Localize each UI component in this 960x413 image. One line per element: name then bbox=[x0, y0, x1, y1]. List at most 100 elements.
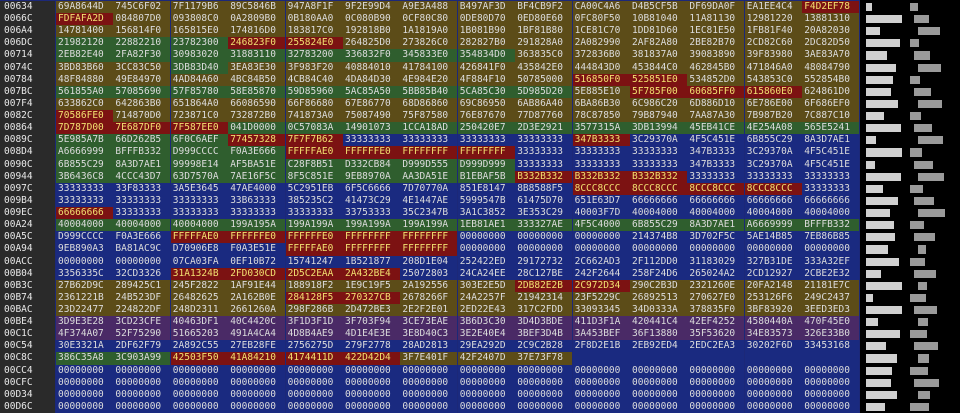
hex-word: 2BE82B70 bbox=[687, 37, 745, 50]
hex-word: FFFFFFFF bbox=[400, 243, 458, 256]
hex-word: 435842E0 bbox=[515, 61, 573, 74]
hex-word: 6F5C6666 bbox=[343, 182, 400, 195]
empty-cell bbox=[572, 352, 630, 365]
hex-word: B1EBAF5B bbox=[457, 170, 515, 183]
hex-word: 453844C0 bbox=[630, 61, 687, 74]
hex-word: 3A453BEF bbox=[572, 328, 630, 341]
hex-word: 57F85780 bbox=[170, 85, 228, 98]
hex-word: F0A3E51E bbox=[228, 243, 286, 256]
hex-word: 0FC80F50 bbox=[572, 13, 630, 26]
hex-word: 246823F0 bbox=[228, 37, 286, 50]
hex-word: 378835F0 bbox=[687, 304, 745, 317]
hex-word: 249C2437 bbox=[802, 291, 860, 304]
hex-word: FFFFFFFF bbox=[457, 146, 515, 159]
hex-word: 273826C0 bbox=[400, 37, 458, 50]
hex-word: 3A5E3645 bbox=[170, 182, 228, 195]
hex-word: 00000000 bbox=[802, 388, 860, 401]
hex-word: D4B5CF5B bbox=[630, 1, 687, 14]
hex-word: 40003F7D bbox=[572, 207, 630, 220]
hex-word: 284128F5 bbox=[285, 291, 343, 304]
hex-word: FFFFFFE0 bbox=[228, 231, 286, 244]
hex-word: 6D886D10 bbox=[687, 97, 745, 111]
hex-word: 3DB83D40 bbox=[170, 61, 228, 74]
hex-word: 29EA292D bbox=[457, 340, 515, 353]
hex-word: 347B3333 bbox=[687, 146, 745, 159]
hex-word: 00000000 bbox=[457, 376, 515, 389]
hex-word: EA1EE4C4 bbox=[744, 1, 802, 14]
hex-word: 354834D0 bbox=[457, 49, 515, 62]
hex-word: 183817C0 bbox=[285, 25, 343, 38]
hex-word: 298F286B bbox=[285, 304, 343, 317]
row-address: 0089C bbox=[0, 134, 55, 147]
hex-word: 3A1C3852 bbox=[457, 207, 515, 220]
hex-word: 2CBE2E32 bbox=[802, 267, 860, 280]
minimap-bar bbox=[910, 184, 923, 193]
hex-word: FFFFFAE0 bbox=[170, 231, 228, 244]
hex-word: 0EF10B72 bbox=[228, 255, 286, 268]
hex-word: 4580440A bbox=[744, 316, 802, 329]
hex-word: 42503F50 bbox=[170, 352, 228, 365]
hex-word: 1AF91E44 bbox=[228, 279, 286, 292]
hex-word: 4F374A07 bbox=[56, 328, 113, 341]
minimap-bar bbox=[910, 39, 919, 48]
row-address: 006A4 bbox=[0, 25, 55, 38]
hex-word: 69C86950 bbox=[457, 97, 515, 111]
hex-word: 26482625 bbox=[170, 291, 228, 304]
hex-word: 242F2644 bbox=[572, 267, 630, 280]
hex-word: 33333333 bbox=[572, 158, 630, 171]
hex-word: 327B31DE bbox=[744, 255, 802, 268]
hex-word: 1B081B90 bbox=[457, 25, 515, 38]
minimap-bar bbox=[866, 245, 888, 254]
hex-word: FFFFFFE0 bbox=[285, 231, 343, 244]
hex-word: 23782300 bbox=[170, 37, 228, 50]
hex-word: 245F2822 bbox=[170, 279, 228, 292]
hex-word: 345833E0 bbox=[400, 49, 458, 62]
hex-word: 00000000 bbox=[170, 388, 228, 401]
hex-word: 851E8147 bbox=[457, 182, 515, 195]
hex-word: 14901073 bbox=[343, 122, 400, 135]
hex-word: 745C6F02 bbox=[113, 1, 171, 14]
minimap-bar bbox=[918, 209, 945, 218]
minimap-bar bbox=[866, 136, 876, 145]
hex-word: 33333333 bbox=[113, 194, 171, 208]
hex-word: 33333333 bbox=[687, 170, 745, 183]
hex-word: 2DF62F79 bbox=[113, 340, 171, 353]
hex-word: 41784100 bbox=[400, 61, 458, 74]
hex-word: 00000000 bbox=[113, 388, 171, 401]
hex-word: 3DB13994 bbox=[630, 122, 687, 135]
hex-word: 57085690 bbox=[113, 85, 171, 98]
minimap-bar bbox=[914, 196, 934, 206]
hex-word: 33333333 bbox=[802, 170, 860, 183]
hex-word: 2A432BE4 bbox=[343, 267, 400, 280]
hex-word: 2361221B bbox=[56, 291, 113, 304]
hex-word: 00000000 bbox=[285, 364, 343, 377]
hex-word: 1B521877 bbox=[343, 255, 400, 268]
hex-word: 00000000 bbox=[228, 364, 286, 377]
hex-word: FFFFFFFF bbox=[400, 146, 458, 159]
hex-word: 00000000 bbox=[572, 364, 630, 377]
hex-word: 250420E7 bbox=[457, 122, 515, 135]
hex-word: 40004000 bbox=[744, 207, 802, 220]
hex-word: 23D22477 bbox=[56, 304, 113, 317]
row-address: 00C54 bbox=[0, 340, 55, 353]
hex-word: 14781400 bbox=[56, 25, 113, 38]
hex-word: 00000000 bbox=[343, 376, 400, 389]
hex-word: 2FD030CD bbox=[228, 267, 286, 280]
hex-word: 6E786E00 bbox=[744, 97, 802, 111]
hex-word: 714870D0 bbox=[113, 110, 171, 123]
hex-word: 0B180AA0 bbox=[285, 13, 343, 26]
hex-word: 2A192556 bbox=[400, 279, 458, 292]
hex-word: 33333333 bbox=[228, 207, 286, 220]
hex-word: 33333333 bbox=[630, 158, 687, 171]
hex-word: 6B855C29 bbox=[630, 219, 687, 232]
hex-word: 00000000 bbox=[457, 231, 515, 244]
hex-word: 00000000 bbox=[515, 388, 573, 401]
hex-word: 7D787D00 bbox=[56, 122, 113, 135]
hex-word: 30202F6D bbox=[744, 340, 802, 353]
hex-word: 3CE73EAE bbox=[400, 316, 458, 329]
hex-word: 5E885E10 bbox=[572, 85, 630, 98]
minimap-bar bbox=[866, 293, 873, 302]
row-address: 00A5C bbox=[0, 231, 55, 244]
hex-word: 70586FE0 bbox=[56, 110, 113, 123]
row-address: 00D6C bbox=[0, 400, 55, 413]
